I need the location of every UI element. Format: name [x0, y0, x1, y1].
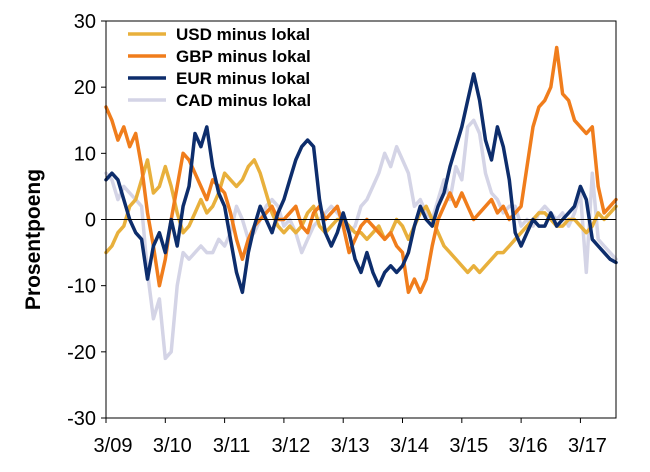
x-tick-label: 3/13	[331, 435, 370, 457]
legend-label: GBP minus lokal	[176, 47, 311, 66]
y-tick-label: 10	[74, 143, 96, 165]
x-tick-label: 3/17	[568, 435, 607, 457]
y-axis-label: Prosentpoeng	[22, 169, 45, 310]
series-line-eur	[104, 72, 618, 295]
y-axis-ticks: 30 20 10 0 -10 -20 -30	[67, 11, 106, 430]
x-tick-label: 3/14	[390, 435, 429, 457]
x-tick-label: 3/09	[94, 435, 133, 457]
x-tick-label: 3/11	[213, 435, 250, 457]
y-tick-label: -30	[67, 408, 96, 430]
y-tick-label: 30	[74, 11, 96, 33]
y-tick-label: -20	[67, 342, 96, 364]
legend-label: USD minus lokal	[176, 25, 310, 44]
x-axis-ticks: 3/09 3/10 3/11 3/12 3/13 3/14 3/15 3/16 3/17	[94, 418, 607, 457]
y-tick-label: 0	[85, 210, 96, 232]
x-tick-label: 3/15	[449, 435, 488, 457]
legend-label: CAD minus lokal	[176, 91, 311, 110]
x-tick-label: 3/16	[509, 435, 548, 457]
x-tick-label: 3/12	[271, 435, 310, 457]
x-tick-label: 3/10	[153, 435, 192, 457]
legend-label: EUR minus lokal	[176, 69, 310, 88]
y-tick-label: -10	[67, 276, 96, 298]
y-tick-label: 20	[74, 77, 96, 99]
legend: USD minus lokal GBP minus lokal EUR minus …	[128, 25, 311, 110]
series-lines	[104, 45, 618, 361]
